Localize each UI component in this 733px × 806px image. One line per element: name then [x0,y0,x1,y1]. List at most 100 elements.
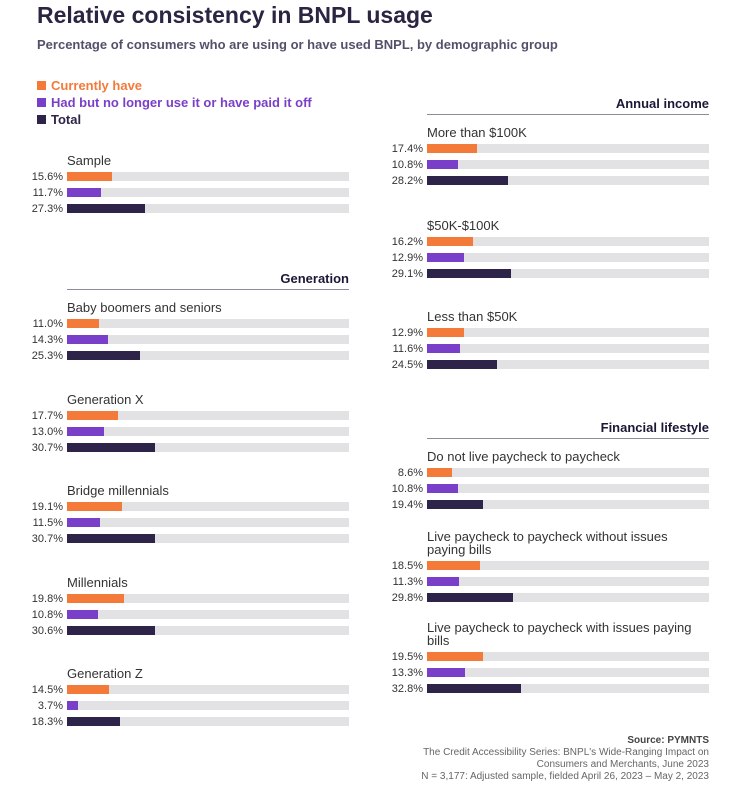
bar-total [67,443,156,452]
bar-had [67,610,98,619]
bar-currently [67,685,109,694]
bar-had [427,484,458,493]
bar-track [67,685,349,694]
bar-currently [67,172,112,181]
bar-track [67,411,349,420]
legend-label-total: Total [51,112,82,127]
bar-value-label-total: 30.6% [31,625,63,637]
bar-track [427,652,709,661]
bar-value-label-total: 32.8% [391,683,423,695]
bar-track [67,534,349,543]
bar-track [67,335,349,344]
bar-track [67,443,349,452]
legend-swatch-had [37,98,46,107]
bar-value-label-had: 11.7% [32,187,63,199]
bar-total [427,684,522,693]
bar-value-label-total: 24.5% [391,359,423,371]
bar-track [67,701,349,710]
bar-value-label-had: 10.8% [31,609,63,621]
bar-track [427,593,709,602]
bar-value-label-had: 10.8% [391,483,423,495]
bar-track [67,319,349,328]
bar-value-label-currently: 17.7% [31,410,63,422]
bar-value-label-total: 28.2% [391,175,423,187]
bar-value-label-currently: 16.2% [391,236,423,248]
bar-value-label-had: 11.6% [392,343,423,355]
legend-label-had: Had but no longer use it or have paid it… [51,95,312,110]
bar-had [427,160,458,169]
bar-track [67,427,349,436]
source-line-2: Consumers and Merchants, June 2023 [536,759,709,770]
bar-track [67,351,349,360]
bar-track [67,188,349,197]
bar-track [427,176,709,185]
bar-had [427,253,465,262]
source-title: Source: PYMNTS [627,735,709,746]
bar-currently [427,652,483,661]
bar-value-label-total: 30.7% [31,533,63,545]
bar-track [67,172,349,181]
bar-track [427,484,709,493]
bar-total [67,351,140,360]
bar-track [427,328,709,337]
group-label: Bridge millennials [67,483,169,498]
bar-total [427,176,508,185]
group-label: More than $100K [427,125,527,140]
bar-track [427,269,709,278]
group-label: Live paycheck to paycheck without issues… [427,529,668,557]
bar-total [67,204,146,213]
bar-total [427,500,483,509]
bar-track [67,204,349,213]
group-label: Generation Z [67,666,143,681]
bar-track [67,717,349,726]
bar-currently [67,502,122,511]
bar-track [427,344,709,353]
bar-currently [427,468,452,477]
bar-value-label-currently: 19.1% [31,501,63,513]
legend-item-had: Had but no longer use it or have paid it… [37,94,312,111]
source-note: Source: PYMNTS The Credit Accessibility … [421,735,709,783]
bar-value-label-currently: 15.6% [31,171,63,183]
bar-track [427,144,709,153]
bar-track [67,626,349,635]
bar-had [67,427,105,436]
legend: Currently have Had but no longer use it … [37,77,312,128]
bar-had [67,701,78,710]
legend-swatch-total [37,115,46,124]
bar-track [67,594,349,603]
bar-value-label-total: 29.8% [391,592,423,604]
bar-value-label-had: 11.3% [392,576,423,588]
bar-track [67,610,349,619]
bar-track [427,160,709,169]
legend-label-currently: Currently have [51,78,143,93]
group-label: Do not live paycheck to paycheck [427,449,620,464]
bar-track [427,237,709,246]
chart-title: Relative consistency in BNPL usage [37,2,433,28]
bar-currently [427,561,481,570]
bar-total [67,534,156,543]
group-label: Millennials [67,575,128,590]
bar-value-label-had: 13.3% [391,667,423,679]
bar-currently [67,594,124,603]
source-line-1: The Credit Accessibility Series: BNPL's … [423,747,709,758]
chart-subtitle: Percentage of consumers who are using or… [37,37,558,52]
bar-total [67,717,120,726]
bar-total [427,269,511,278]
bar-value-label-currently: 18.5% [391,560,423,572]
bar-value-label-currently: 12.9% [391,327,423,339]
bar-currently [427,144,477,153]
group-label: Less than $50K [427,309,518,324]
bar-had [427,344,461,353]
group-label: Baby boomers and seniors [67,300,222,315]
bar-value-label-total: 19.4% [391,499,423,511]
section-header-lifestyle: Financial lifestyle [427,420,709,439]
bar-total [427,593,513,602]
bar-value-label-currently: 11.0% [32,318,63,330]
bar-value-label-total: 30.7% [31,442,63,454]
bar-track [427,577,709,586]
bar-total [67,626,155,635]
bar-had [67,335,109,344]
bar-had [427,577,460,586]
bar-track [427,360,709,369]
bar-currently [427,237,474,246]
